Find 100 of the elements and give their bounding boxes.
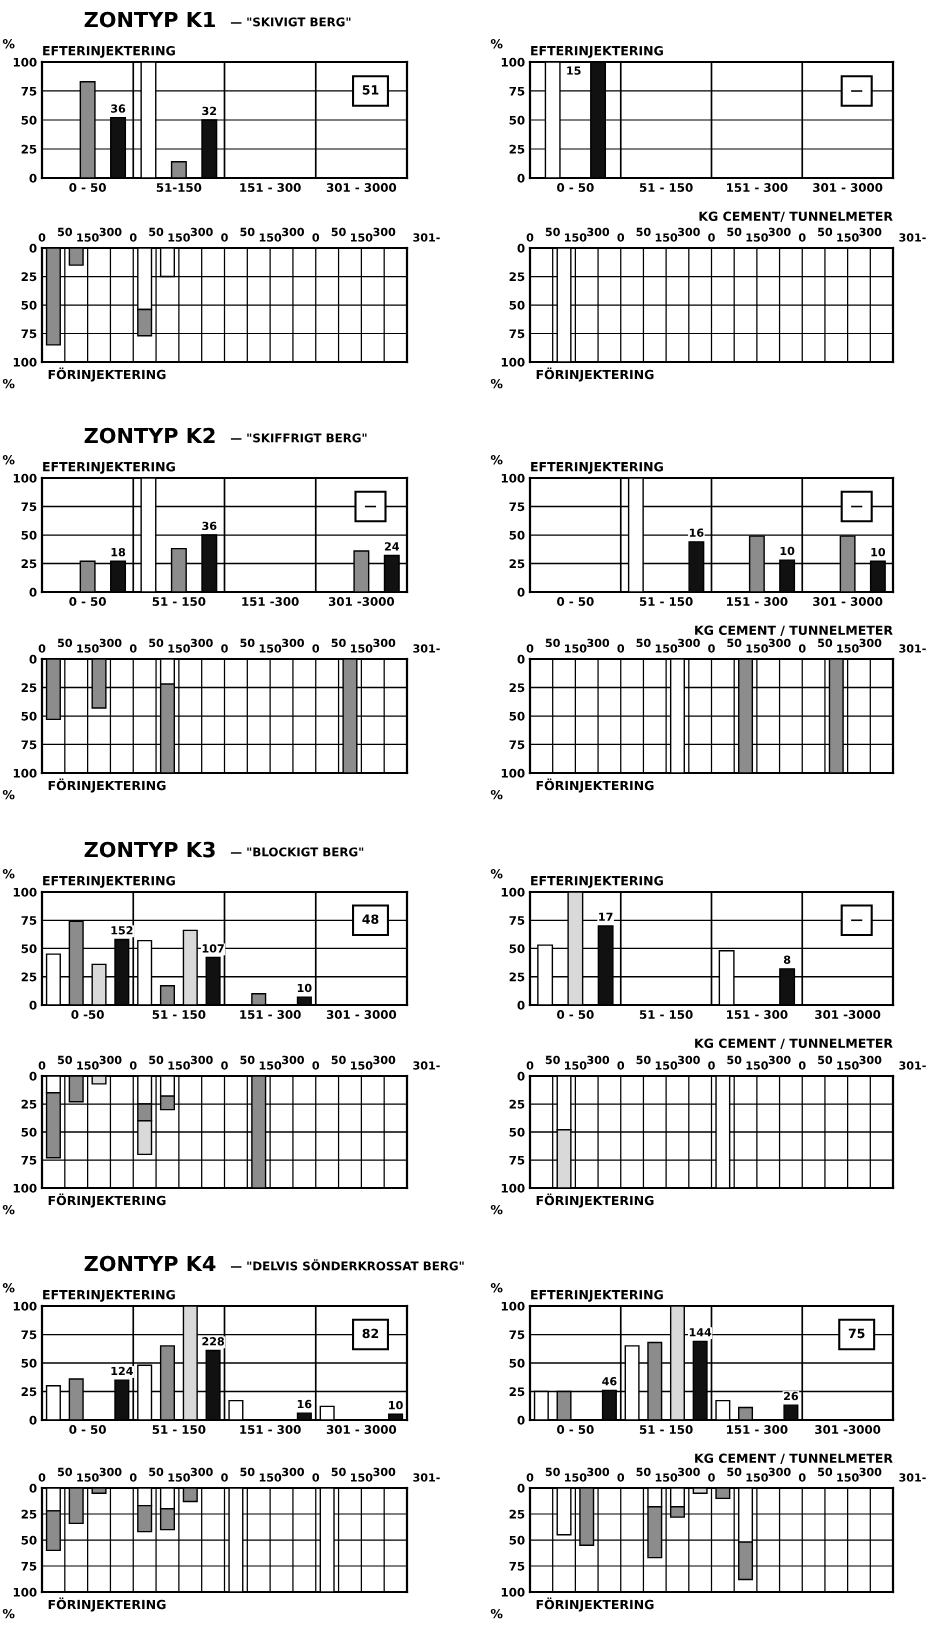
text: EFTERINJEKTERING xyxy=(43,45,175,58)
y-tick-label: 100 xyxy=(501,768,525,778)
chart-title: ZONTYP K2 xyxy=(84,427,215,444)
text: 50 xyxy=(545,638,560,648)
annotation: 17 xyxy=(599,912,613,921)
text: 300 xyxy=(859,638,882,648)
x-tick-label: 301 - 3000 xyxy=(326,1425,397,1434)
y-tick-label: 25 xyxy=(509,683,525,693)
text: 150 xyxy=(259,1473,282,1482)
text: 301- xyxy=(413,1473,440,1482)
text: 300 xyxy=(282,1467,304,1477)
text: 301- xyxy=(413,644,440,653)
text: 300 xyxy=(282,1055,304,1065)
y-tick-label: 0 xyxy=(29,1483,37,1493)
x-tick-label: 0 - 50 xyxy=(69,1425,106,1434)
x-tick-label: 301 - 3000 xyxy=(326,1010,397,1019)
text: FÖRINJEKTERING xyxy=(536,1193,654,1208)
y-tick-label: 75 xyxy=(21,1330,37,1340)
text: 50 xyxy=(331,227,346,237)
text: 300 xyxy=(190,1467,213,1477)
text: 150 xyxy=(565,644,587,653)
annotation: — xyxy=(851,90,863,92)
y-axis-title: % xyxy=(2,1283,15,1293)
x-tick-label: 51 - 150 xyxy=(152,1010,206,1019)
x-tick-label: 51 - 150 xyxy=(639,183,693,192)
text: 300 xyxy=(190,227,213,237)
text: 150 xyxy=(746,233,768,242)
y-tick-label: 100 xyxy=(13,473,37,483)
y-tick-label: 100 xyxy=(501,473,525,483)
text: 50 xyxy=(57,227,73,237)
annotation: 82 xyxy=(362,1328,379,1339)
x-tick-label: 51 - 150 xyxy=(639,1425,693,1434)
chart-title: ZONTYP K1 xyxy=(84,11,215,28)
text: 300 xyxy=(768,638,791,648)
y-tick-label: 25 xyxy=(509,1509,525,1519)
text: 300 xyxy=(859,227,882,237)
text: 50 xyxy=(57,1467,73,1477)
text: EFTERINJEKTERING xyxy=(531,45,663,58)
x-tick-label: 151 - 300 xyxy=(727,1425,788,1434)
x-tick-label: 51 - 150 xyxy=(152,597,206,606)
y-axis-title: % xyxy=(2,789,15,800)
text: 50 xyxy=(57,638,73,648)
text: 50 xyxy=(331,638,346,648)
text: 300 xyxy=(677,1055,700,1065)
text: 50 xyxy=(727,1055,742,1065)
text: 300 xyxy=(373,227,396,237)
text: 150 xyxy=(837,233,859,242)
y-tick-label: 75 xyxy=(509,1330,525,1340)
text: 300 xyxy=(768,1055,791,1065)
text: 300 xyxy=(190,1055,213,1065)
text: 300 xyxy=(373,1467,396,1477)
text: 150 xyxy=(837,1473,859,1482)
text: EFTERINJEKTERING xyxy=(43,1289,175,1302)
y-tick-label: 0 xyxy=(517,1483,525,1493)
text: 300 xyxy=(768,227,791,237)
y-tick-label: 100 xyxy=(501,1183,525,1193)
text: 301- xyxy=(899,233,926,242)
y-axis-title: % xyxy=(2,1608,15,1619)
y-tick-label: 50 xyxy=(509,1358,525,1368)
y-tick-label: 25 xyxy=(21,559,37,569)
text: 300 xyxy=(859,1055,882,1065)
chart-title: ZONTYP K4 xyxy=(84,1255,216,1272)
text: 300 xyxy=(190,638,213,648)
text: 150 xyxy=(837,644,859,653)
y-tick-label: 75 xyxy=(21,86,37,96)
annotation: 26 xyxy=(784,1391,799,1401)
x-tick-label: 151 -300 xyxy=(242,597,299,606)
text: 0 xyxy=(526,233,534,242)
y-tick-label: 100 xyxy=(13,1301,37,1311)
y-tick-label: 100 xyxy=(501,1587,525,1597)
annotation: 18 xyxy=(111,547,126,557)
x-tick-label: 151 - 300 xyxy=(240,1425,301,1434)
text: 0 xyxy=(708,233,715,242)
text: 0 xyxy=(708,644,715,653)
text: 300 xyxy=(282,227,304,237)
text: FÖRINJEKTERING xyxy=(48,367,166,382)
text: 150 xyxy=(655,1473,678,1482)
text: 0 xyxy=(221,1473,228,1482)
y-tick-label: 100 xyxy=(13,1587,37,1597)
y-tick-label: 25 xyxy=(509,272,525,282)
annotation: — xyxy=(364,505,377,508)
y-axis-title: % xyxy=(2,378,15,389)
x-tick-label: 0 - 50 xyxy=(557,183,594,192)
y-tick-label: 25 xyxy=(509,559,525,569)
x-tick-label: 0 -50 xyxy=(71,1010,104,1019)
x-tick-label: 301 - 3000 xyxy=(813,183,883,192)
text: 50 xyxy=(149,227,164,237)
y-axis-title: % xyxy=(490,1608,503,1619)
y-tick-label: 0 xyxy=(517,587,525,597)
text: 50 xyxy=(727,227,742,237)
y-tick-label: 50 xyxy=(21,711,37,721)
text: 300 xyxy=(677,638,700,648)
x-tick-label: 51-150 xyxy=(156,183,202,192)
y-tick-label: 0 xyxy=(29,1415,37,1425)
x-tick-label: 301 -3000 xyxy=(815,1425,881,1434)
text: EFTERINJEKTERING xyxy=(531,875,663,888)
text: 150 xyxy=(565,1061,587,1070)
y-axis-title: % xyxy=(2,455,15,465)
x-axis-title: KG CEMENT / TUNNELMETER xyxy=(695,1453,893,1464)
text: 0 xyxy=(798,1061,806,1070)
